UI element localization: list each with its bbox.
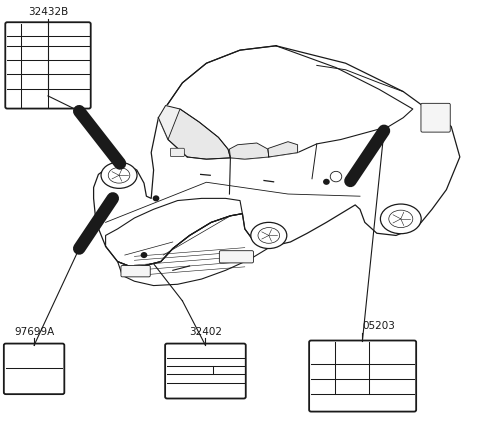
FancyBboxPatch shape	[5, 22, 91, 109]
Polygon shape	[168, 109, 230, 159]
Ellipse shape	[380, 204, 421, 234]
Circle shape	[153, 195, 159, 201]
Ellipse shape	[101, 162, 137, 188]
Circle shape	[141, 252, 147, 258]
Text: 32402: 32402	[189, 327, 222, 337]
Text: 05203: 05203	[363, 321, 396, 331]
Polygon shape	[106, 198, 242, 268]
FancyBboxPatch shape	[165, 344, 246, 399]
FancyBboxPatch shape	[421, 103, 450, 132]
FancyBboxPatch shape	[309, 341, 416, 412]
Text: 97699A: 97699A	[14, 327, 54, 337]
FancyBboxPatch shape	[219, 251, 253, 263]
FancyBboxPatch shape	[4, 344, 64, 394]
Circle shape	[323, 179, 330, 185]
Ellipse shape	[251, 222, 287, 249]
Polygon shape	[229, 143, 269, 159]
Polygon shape	[268, 142, 298, 157]
Polygon shape	[158, 106, 230, 159]
Polygon shape	[158, 46, 413, 159]
Polygon shape	[118, 214, 271, 286]
Text: 32432B: 32432B	[28, 7, 68, 17]
FancyBboxPatch shape	[170, 148, 184, 157]
FancyBboxPatch shape	[121, 266, 150, 277]
